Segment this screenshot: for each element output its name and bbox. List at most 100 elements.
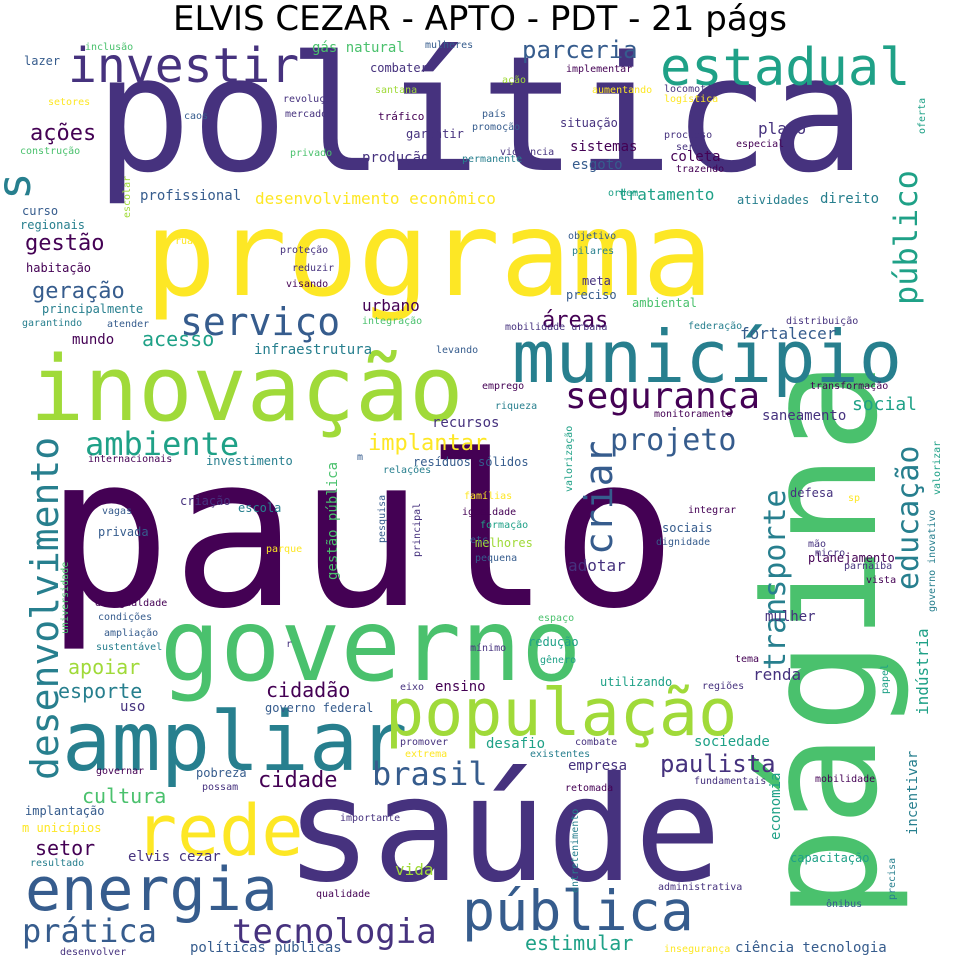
cloud-word: serem bbox=[676, 142, 706, 153]
cloud-word: fundamentais bbox=[694, 776, 766, 787]
cloud-word: setores bbox=[48, 97, 90, 108]
cloud-word: transporte bbox=[758, 489, 793, 670]
cloud-word: meta bbox=[582, 274, 611, 288]
cloud-word: pública bbox=[462, 879, 694, 943]
cloud-word: página bbox=[731, 360, 912, 920]
cloud-word: criar bbox=[577, 441, 621, 555]
cloud-word: espaço bbox=[538, 613, 574, 624]
cloud-word: estadual bbox=[660, 38, 910, 98]
cloud-word: desenvolver bbox=[60, 947, 126, 958]
cloud-word: federação bbox=[688, 321, 742, 332]
cloud-word: programa bbox=[145, 185, 713, 323]
cloud-word: implantar bbox=[368, 431, 487, 456]
cloud-word: público bbox=[887, 170, 925, 305]
cloud-word: sustentável bbox=[96, 641, 162, 653]
cloud-word: promoção bbox=[472, 122, 520, 133]
cloud-word: valorizar bbox=[932, 441, 943, 495]
cloud-word: aumentando bbox=[592, 85, 652, 96]
cloud-word: inclusão bbox=[85, 42, 133, 53]
cloud-word: gestão pública bbox=[325, 462, 341, 580]
cloud-word: relações bbox=[383, 465, 431, 476]
cloud-word: sociedade bbox=[694, 734, 770, 750]
cloud-word: atender bbox=[107, 319, 149, 330]
cloud-word: administrativa bbox=[658, 882, 742, 893]
cloud-word: integrar bbox=[688, 505, 736, 516]
cloud-word: parque bbox=[266, 544, 302, 555]
cloud-word: riqueza bbox=[495, 401, 537, 412]
cloud-word: vista bbox=[866, 575, 896, 586]
cloud-word: regionais bbox=[20, 218, 85, 232]
cloud-word: ações bbox=[30, 121, 96, 146]
cloud-word: política bbox=[95, 21, 866, 208]
cloud-word: população bbox=[385, 676, 737, 751]
cloud-word: santana bbox=[375, 85, 417, 96]
cloud-word: sociais bbox=[662, 521, 713, 535]
cloud-word: processo bbox=[664, 130, 712, 141]
cloud-word: renda bbox=[753, 665, 801, 684]
cloud-word: privada bbox=[98, 525, 149, 539]
cloud-word: s bbox=[0, 172, 41, 200]
cloud-word: cultura bbox=[82, 784, 166, 808]
cloud-word: principalmente bbox=[42, 302, 143, 316]
cloud-word: setor bbox=[35, 836, 95, 860]
cloud-word: distribuição bbox=[786, 316, 858, 327]
cloud-word: pequena bbox=[475, 553, 517, 564]
cloud-word: governo inovativo bbox=[927, 510, 938, 612]
cloud-word: empresa bbox=[568, 758, 627, 774]
cloud-word: mínimo bbox=[470, 642, 506, 654]
cloud-word: sistemas bbox=[570, 139, 637, 155]
cloud-word: governar bbox=[96, 766, 144, 777]
cloud-word: criação bbox=[180, 494, 231, 508]
cloud-word: logística bbox=[664, 93, 718, 105]
cloud-word: estimular bbox=[525, 931, 633, 955]
cloud-word: ampliação bbox=[104, 628, 158, 639]
cloud-word: visando bbox=[286, 279, 328, 290]
cloud-word: resultado bbox=[30, 858, 84, 869]
cloud-word: ordem bbox=[608, 188, 638, 199]
cloud-word: saúde bbox=[285, 746, 722, 915]
cloud-word: inovação bbox=[30, 337, 463, 442]
cloud-word: produção bbox=[362, 150, 429, 166]
cloud-word: garantir bbox=[406, 127, 464, 141]
cloud-word: recursos bbox=[432, 415, 499, 431]
cloud-word: ambiental bbox=[632, 296, 697, 310]
cloud-word: construção bbox=[20, 146, 80, 157]
cloud-word: paulista bbox=[660, 750, 776, 778]
cloud-word: m unicípios bbox=[22, 821, 101, 835]
cloud-word: etc bbox=[470, 535, 488, 546]
cloud-word: eixo bbox=[400, 682, 424, 693]
cloud-word: urbano bbox=[362, 296, 420, 315]
cloud-word: violência bbox=[500, 146, 554, 158]
cloud-word: rede bbox=[135, 790, 304, 872]
cloud-word: implementar bbox=[566, 64, 632, 75]
cloud-word: direito bbox=[820, 191, 879, 207]
cloud-word: papel bbox=[880, 664, 891, 694]
cloud-word: ambiente bbox=[85, 425, 239, 463]
cloud-word: ônibus bbox=[826, 898, 862, 910]
cloud-word: mulheres bbox=[425, 40, 473, 51]
cloud-word: integração bbox=[362, 316, 422, 327]
cloud-word: regiões bbox=[702, 681, 744, 692]
cloud-word: caos bbox=[184, 111, 208, 122]
cloud-word: mão bbox=[808, 539, 826, 550]
cloud-word: precisa bbox=[887, 858, 898, 900]
cloud-word: economia bbox=[768, 773, 784, 840]
cloud-word: mobilidade bbox=[815, 774, 875, 785]
cloud-word: situação bbox=[560, 116, 618, 130]
cloud-word: habitação bbox=[26, 261, 91, 275]
cloud-word: desenvolvimento econômico bbox=[255, 189, 496, 208]
cloud-word: município bbox=[512, 315, 902, 399]
cloud-word: objetivo bbox=[568, 231, 616, 242]
cloud-word: escola bbox=[238, 501, 281, 515]
cloud-word: pesquisa bbox=[377, 495, 388, 543]
cloud-word: internacionais bbox=[88, 454, 172, 465]
cloud-word: geração bbox=[32, 279, 125, 304]
cloud-word: ação bbox=[502, 75, 526, 86]
cloud-word: pilares bbox=[572, 246, 614, 257]
cloud-word: desigualdade bbox=[95, 598, 167, 609]
cloud-word: esgoto bbox=[572, 157, 623, 173]
cloud-word: oferta bbox=[917, 98, 928, 134]
cloud-word: transformação bbox=[810, 381, 888, 392]
cloud-word: igualdade bbox=[462, 507, 516, 518]
